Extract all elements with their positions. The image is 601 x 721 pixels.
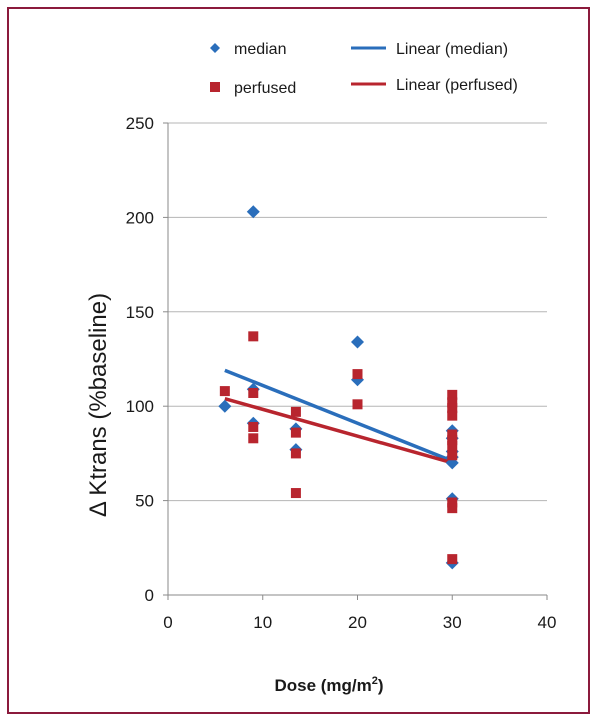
perfused-point xyxy=(447,440,458,451)
perfused-point xyxy=(447,435,458,446)
median-point xyxy=(218,399,232,413)
perfused-point xyxy=(447,410,458,421)
perfused-point xyxy=(219,386,230,397)
y-axis-label: Δ Ktrans (%baseline) xyxy=(85,293,112,517)
perfused-point xyxy=(352,369,363,380)
y-tick-label: 0 xyxy=(145,586,154,605)
perfused-point xyxy=(248,433,259,444)
legend-median-marker xyxy=(210,43,220,53)
perfused-point xyxy=(447,554,458,565)
trendlines xyxy=(224,368,453,465)
axes xyxy=(163,122,548,600)
y-tick-labels: 0 50 100 150 200 250 xyxy=(126,114,154,605)
x-tick-label: 20 xyxy=(348,613,367,632)
perfused-point xyxy=(248,331,259,342)
perfused-point xyxy=(290,427,301,438)
x-axis-label-superscript: 2 xyxy=(372,675,378,687)
perfused-point xyxy=(447,397,458,408)
x-tick-label: 0 xyxy=(163,613,172,632)
median-point xyxy=(246,205,260,219)
x-axis-label-end: ) xyxy=(378,676,384,695)
data-points xyxy=(218,205,459,570)
legend-perfused-label: perfused xyxy=(234,80,296,97)
perfused-point xyxy=(447,497,458,508)
legend-perfused-marker xyxy=(210,82,220,92)
perfused-point xyxy=(248,387,259,398)
perfused-point xyxy=(352,399,363,410)
y-tick-label: 250 xyxy=(126,114,154,133)
perfused-point xyxy=(290,488,301,499)
chart-frame xyxy=(7,7,590,714)
x-axis-label: Dose (mg/m2) xyxy=(274,675,383,695)
perfused-point xyxy=(447,450,458,461)
perfused-point xyxy=(447,429,458,440)
y-tick-label: 100 xyxy=(126,397,154,416)
x-tick-label: 30 xyxy=(443,613,462,632)
x-tick-label: 40 xyxy=(538,613,557,632)
perfused-point xyxy=(447,403,458,414)
legend-linear-perfused-label: Linear (perfused) xyxy=(396,77,518,94)
legend: median perfused Linear (median) Linear (per… xyxy=(210,41,518,97)
x-tick-labels: 0 10 20 30 40 xyxy=(163,613,556,632)
perfused-point xyxy=(248,421,259,432)
legend-linear-median-label: Linear (median) xyxy=(396,41,508,58)
trendline-linear-median xyxy=(224,368,453,463)
legend-median-label: median xyxy=(234,41,286,58)
perfused-point xyxy=(447,503,458,514)
perfused-point xyxy=(290,448,301,459)
perfused-point xyxy=(290,406,301,417)
x-axis-label-main: Dose (mg/m xyxy=(274,676,371,695)
y-tick-label: 200 xyxy=(126,208,154,227)
y-tick-label: 50 xyxy=(135,492,154,511)
x-tick-label: 10 xyxy=(253,613,272,632)
gridlines xyxy=(168,122,547,502)
y-tick-label: 150 xyxy=(126,303,154,322)
trendline-linear-perfused xyxy=(224,396,453,465)
perfused-point xyxy=(447,389,458,400)
median-point xyxy=(351,335,364,349)
